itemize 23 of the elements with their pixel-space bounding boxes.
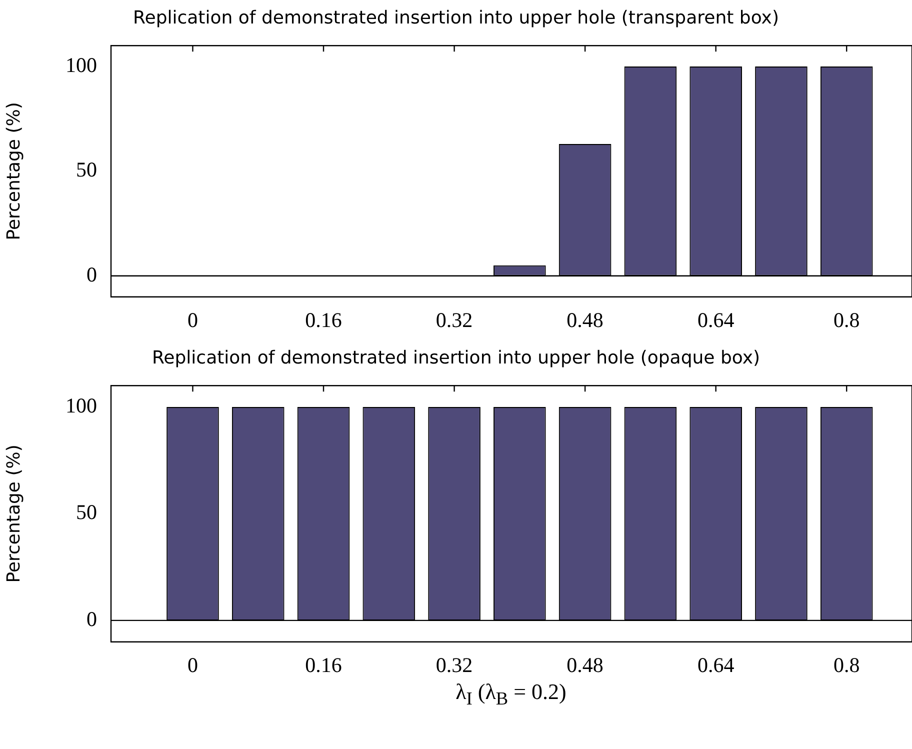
x-tick-label: 0.8 [833, 308, 860, 332]
y-tick-label: 50 [76, 500, 97, 524]
x-tick-label: 0.64 [697, 652, 735, 677]
y-tick-label: 100 [66, 53, 97, 78]
x-tick-label: 0 [187, 308, 198, 332]
x-tick-label: 0.32 [436, 308, 473, 332]
x-tick-label: 0.48 [566, 652, 604, 677]
y-tick-label: 100 [66, 393, 97, 418]
y-tick-label: 0 [86, 262, 97, 286]
y-axis-title: Percentage (%) [3, 102, 24, 240]
y-tick-label: 0 [86, 606, 97, 631]
x-tick-label: 0.64 [697, 308, 735, 332]
chart-title: Replication of demonstrated insertion into upper hole (opaque box) [152, 347, 760, 368]
y-axis-title: Percentage (%) [3, 444, 24, 583]
x-tick-label: 0.16 [305, 652, 342, 677]
chart-title: Replication of demonstrated insertion into upper hole (transparent box) [133, 7, 779, 28]
x-tick-label: 0.48 [566, 308, 604, 332]
y-tick-label: 50 [76, 158, 97, 182]
x-tick-label: 0.32 [436, 652, 473, 677]
x-tick-label: 0 [187, 652, 198, 677]
x-axis-title: λ$_{I}$ (λ$_{B}$ = 0.2) [454, 679, 568, 710]
x-tick-label: 0.16 [305, 308, 342, 332]
x-tick-label: 0.8 [833, 652, 860, 677]
